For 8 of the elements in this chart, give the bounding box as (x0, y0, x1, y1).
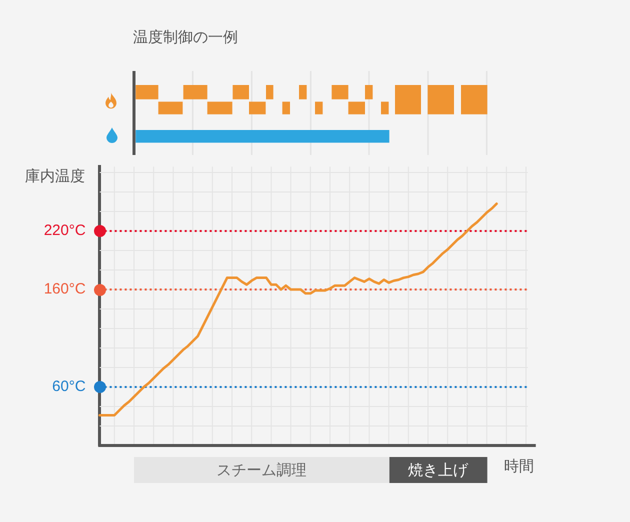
chart-title: 温度制御の一例 (133, 29, 238, 46)
y-tick-label: 60°C (52, 378, 86, 396)
x-axis-title: 時間 (504, 458, 534, 475)
y-tick-label: 220°C (44, 222, 86, 240)
series-label: 焼き上げ (408, 462, 470, 480)
y-axis-title: 庫内温度 (25, 168, 85, 185)
y-tick-label: 160°C (44, 280, 86, 298)
series-label: スチーム調理 (216, 462, 307, 480)
